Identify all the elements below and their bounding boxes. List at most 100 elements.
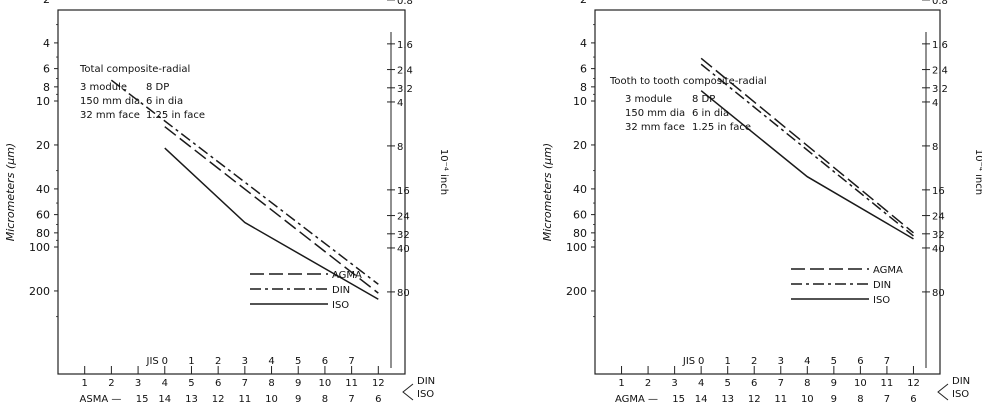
chart-title: Tooth to tooth composite-radial <box>609 76 767 87</box>
y-tick-label: 200 <box>566 285 587 298</box>
legend-label: ISO <box>873 295 890 306</box>
third-row-tick-label: 12 <box>212 394 225 405</box>
third-row-tick-label: 7 <box>884 394 890 405</box>
third-row-tick-label: 15 <box>672 394 685 405</box>
third-row-tick-label: 12 <box>748 394 761 405</box>
spec-imperial: 8 DP <box>692 94 715 105</box>
y-tick-label: 100 <box>566 241 587 254</box>
spec-imperial: 6 in dia <box>146 96 183 107</box>
third-row-tick-label: 10 <box>265 394 278 405</box>
row-name-label: ISO <box>417 389 434 400</box>
row-name-label: DIN <box>417 376 435 387</box>
third-row-tick-label: 14 <box>695 394 708 405</box>
third-row-tick-label: 6 <box>375 394 381 405</box>
spec-metric: 150 mm dia <box>80 96 140 107</box>
y-tick-label: 8 <box>580 81 587 94</box>
plot-frame <box>594 9 941 375</box>
jis-row-label: JIS <box>682 356 695 367</box>
din-tick-label: 11 <box>345 378 358 389</box>
series-line-agma <box>164 126 379 294</box>
din-tick-label: 3 <box>135 378 141 389</box>
y-tick-label: 100 <box>29 241 50 254</box>
y-tick-label: 20 <box>573 139 587 152</box>
third-row-label: AGMA — <box>615 394 658 405</box>
spec-imperial: 8 DP <box>146 82 169 93</box>
series-line-agma <box>700 57 914 234</box>
row-bracket <box>402 383 414 401</box>
row-bracket <box>937 383 949 401</box>
legend-label: DIN <box>332 285 350 296</box>
y-tick-label: 80 <box>36 227 50 240</box>
jis-tick-label: 0 <box>698 356 704 367</box>
y-tick-label: 10 <box>573 95 587 108</box>
din-tick-label: 8 <box>804 378 810 389</box>
din-tick-label: 9 <box>295 378 301 389</box>
third-row-tick-label: 10 <box>801 394 814 405</box>
din-tick-label: 6 <box>751 378 757 389</box>
plot-frame <box>57 9 406 375</box>
spec-metric: 32 mm face <box>80 110 140 121</box>
y-tick-label: 40 <box>36 183 50 196</box>
y-tick-label: 10 <box>36 95 50 108</box>
third-row-tick-label: 13 <box>185 394 198 405</box>
y2-tick-label: 3.2 <box>932 84 948 95</box>
y2-tick-label: 8 <box>932 142 938 153</box>
spec-metric: 3 module <box>625 94 672 105</box>
series-line-iso <box>164 147 379 300</box>
jis-row-label: JIS <box>146 356 159 367</box>
y2-tick-label: 40 <box>397 244 410 255</box>
jis-tick-label: 2 <box>751 356 757 367</box>
din-tick-label: 6 <box>215 378 221 389</box>
y2-tick-label: 32 <box>932 230 945 241</box>
jis-tick-label: 7 <box>884 356 890 367</box>
third-row-tick-label: 11 <box>774 394 787 405</box>
chart-title: Total composite-radial <box>79 64 190 75</box>
din-tick-label: 9 <box>831 378 837 389</box>
third-row-tick-label: 8 <box>857 394 863 405</box>
third-row-tick-label: 15 <box>136 394 149 405</box>
third-row-label: ASMA — <box>80 394 122 405</box>
y2-tick-label: 4 <box>397 98 403 109</box>
y2-axis-label: 10⁻⁴ inch <box>973 149 982 195</box>
y2-tick-label: 32 <box>397 230 410 241</box>
y-axis-label: Micrometers (μm) <box>4 143 17 241</box>
y-tick-label: 80 <box>573 227 587 240</box>
third-row-tick-label: 14 <box>158 394 171 405</box>
y-tick-label: 6 <box>43 63 50 76</box>
din-tick-label: 1 <box>82 378 88 389</box>
jis-tick-label: 7 <box>348 356 354 367</box>
y2-tick-label: 80 <box>932 288 945 299</box>
jis-tick-label: 3 <box>778 356 784 367</box>
din-tick-label: 5 <box>725 378 731 389</box>
y2-tick-label: 4 <box>932 98 938 109</box>
y2-tick-label: 40 <box>932 244 945 255</box>
jis-tick-label: 4 <box>804 356 810 367</box>
y-tick-label: 4 <box>580 37 587 50</box>
y-tick-label: 2 <box>43 0 50 6</box>
third-row-tick-label: 8 <box>322 394 328 405</box>
third-row-tick-label: 13 <box>721 394 734 405</box>
third-row-tick-label: 9 <box>295 394 301 405</box>
din-tick-label: 2 <box>108 378 114 389</box>
din-tick-label: 7 <box>242 378 248 389</box>
third-row-tick-label: 11 <box>238 394 251 405</box>
y-axis-label: Micrometers (μm) <box>541 143 554 241</box>
spec-metric: 32 mm face <box>625 122 685 133</box>
y2-tick-label: 1.6 <box>397 40 413 51</box>
series-line-iso <box>700 90 914 240</box>
y-tick-label: 20 <box>36 139 50 152</box>
y2-tick-label: 2.4 <box>397 66 413 77</box>
din-tick-label: 12 <box>907 378 920 389</box>
y-tick-label: 4 <box>43 37 50 50</box>
jis-tick-label: 6 <box>322 356 328 367</box>
series-line-din <box>700 63 914 237</box>
y-tick-label: 6 <box>580 63 587 76</box>
din-tick-label: 4 <box>698 378 704 389</box>
jis-tick-label: 4 <box>268 356 274 367</box>
din-tick-label: 10 <box>319 378 332 389</box>
jis-tick-label: 1 <box>188 356 194 367</box>
y2-axis-label: 10⁻⁴ inch <box>438 149 449 195</box>
y2-tick-label: 3.2 <box>397 84 413 95</box>
din-tick-label: 8 <box>268 378 274 389</box>
